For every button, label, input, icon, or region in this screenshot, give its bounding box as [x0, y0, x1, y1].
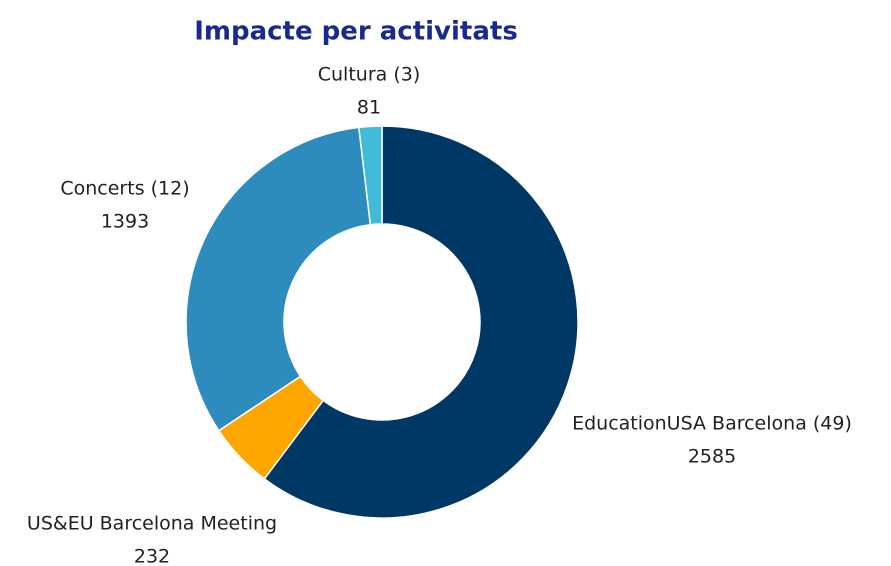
- slice-label: Concerts (12): [60, 178, 189, 200]
- slice-value: 232: [134, 546, 170, 566]
- slice-value: 81: [357, 97, 381, 119]
- donut-slice: [263, 125, 579, 519]
- donut-slice: [357, 125, 383, 226]
- slice-label: US&EU Barcelona Meeting: [27, 513, 277, 535]
- slice-value: 2585: [688, 446, 736, 468]
- slice-value: 1393: [101, 211, 149, 233]
- slice-label: EducationUSA Barcelona (49): [572, 413, 852, 435]
- donut-slice: [185, 126, 372, 432]
- chart-title: Impacte per activitats: [194, 17, 518, 47]
- slice-label: Cultura (3): [318, 64, 421, 86]
